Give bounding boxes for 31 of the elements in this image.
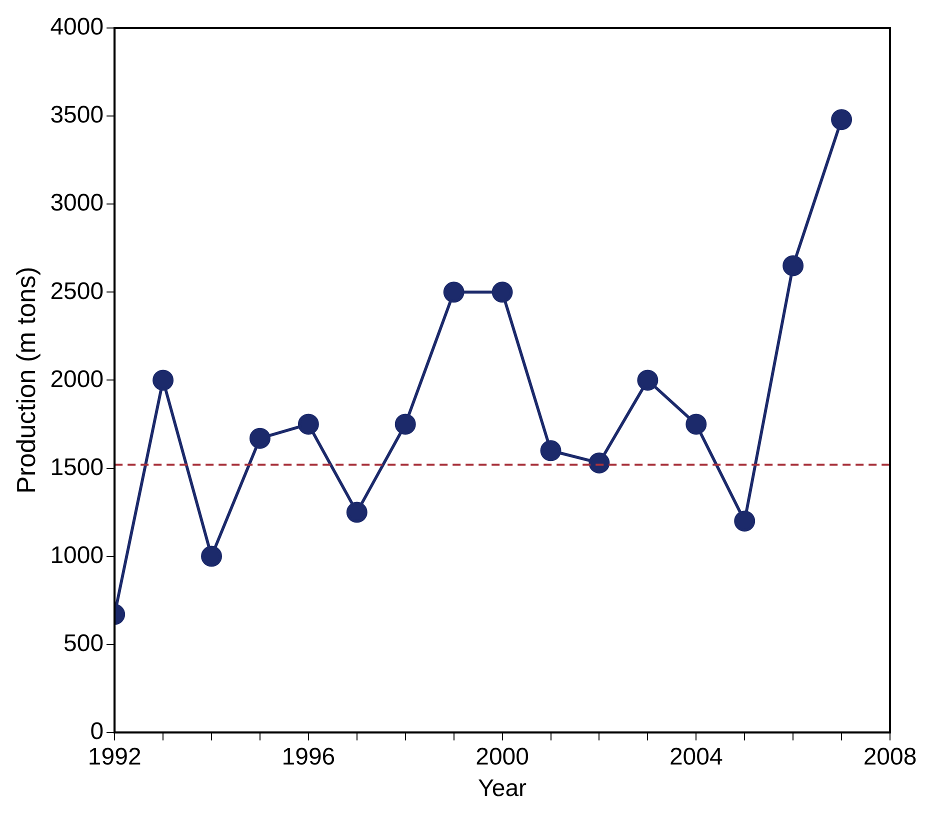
y-tick-label: 2000 (50, 366, 104, 393)
x-tick-label: 1996 (282, 743, 336, 770)
point (152, 370, 174, 391)
point (734, 510, 756, 532)
y-tick-label: 0 (90, 718, 104, 746)
point (686, 414, 707, 435)
point (492, 282, 513, 303)
point (588, 452, 610, 474)
x-tick-label: 2004 (669, 743, 723, 770)
point (346, 502, 368, 523)
point (443, 282, 464, 303)
y-axis-title: Production (m tons) (10, 266, 41, 494)
point (831, 109, 852, 130)
y-tick-label: 1000 (50, 542, 104, 569)
x-tick-label: 1992 (88, 743, 142, 770)
y-tick-label: 4000 (50, 14, 104, 41)
y-tick-label: 500 (64, 630, 104, 657)
point (201, 546, 222, 567)
y-tick-label: 2500 (50, 278, 104, 305)
point (540, 440, 562, 462)
x-tick-label: 2008 (863, 743, 917, 770)
point (249, 428, 270, 449)
point (637, 370, 658, 391)
point (394, 414, 416, 435)
y-tick-label: 3000 (50, 190, 104, 217)
y-tick-label: 1500 (50, 454, 104, 481)
point (298, 414, 319, 435)
x-tick-label: 2000 (476, 743, 529, 770)
x-axis-title: Year (478, 775, 527, 802)
y-tick-label: 3500 (50, 102, 104, 129)
point (782, 255, 804, 276)
